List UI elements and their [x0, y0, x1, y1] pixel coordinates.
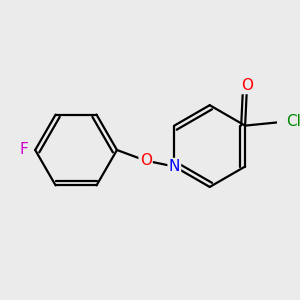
Text: F: F	[20, 142, 28, 158]
Text: O: O	[140, 153, 152, 168]
Text: O: O	[241, 78, 253, 93]
Text: N: N	[169, 159, 180, 174]
Text: Cl: Cl	[286, 114, 300, 129]
